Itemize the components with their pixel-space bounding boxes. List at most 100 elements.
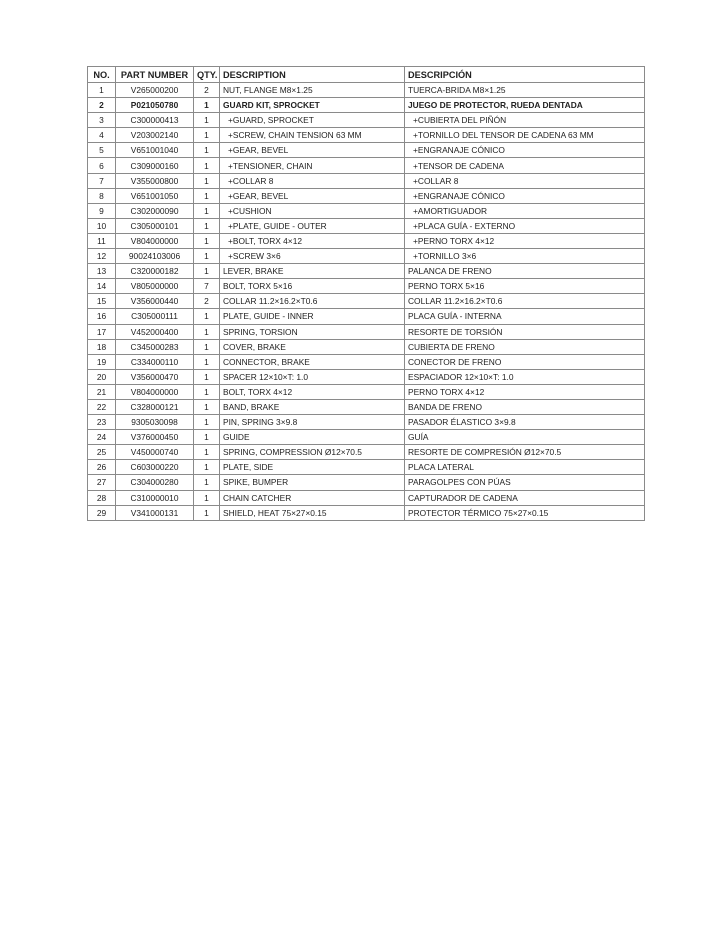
table-row: 12 90024103006 1 +SCREW 3×6 +TORNILLO 3×6 xyxy=(87,248,645,265)
cell-qty: 1 xyxy=(193,459,220,476)
table-row: 14 V805000000 7 BOLT, TORX 5×16 PERNO TORX 5… xyxy=(87,278,645,295)
table-row: 27 C304000280 1 SPIKE, BUMPER PARAGOLPES CON… xyxy=(87,474,645,491)
header-description: DESCRIPTION xyxy=(219,66,405,83)
cell-no: 3 xyxy=(87,112,116,129)
cell-qty: 1 xyxy=(193,429,220,446)
cell-qty: 1 xyxy=(193,263,220,280)
table-row: 21 V804000000 1 BOLT, TORX 4×12 PERNO TORX 4… xyxy=(87,383,645,400)
cell-no: 8 xyxy=(87,187,116,204)
cell-descripcion: COLLAR 11.2×16.2×T0.6 xyxy=(404,293,645,310)
cell-descripcion: PROTECTOR TÉRMICO 75×27×0.15 xyxy=(404,504,645,521)
cell-qty: 1 xyxy=(193,414,220,431)
header-part-number: PART NUMBER xyxy=(115,66,194,83)
cell-no: 9 xyxy=(87,202,116,219)
cell-description: BOLT, TORX 4×12 xyxy=(219,383,405,400)
cell-description: +SCREW, CHAIN TENSION 63 MM xyxy=(219,127,405,144)
cell-no: 2 xyxy=(87,97,116,114)
cell-qty: 1 xyxy=(193,172,220,189)
cell-no: 15 xyxy=(87,293,116,310)
cell-description: +GEAR, BEVEL xyxy=(219,142,405,159)
cell-qty: 1 xyxy=(193,308,220,325)
cell-descripcion: +TENSOR DE CADENA xyxy=(404,157,645,174)
cell-descripcion: +AMORTIGUADOR xyxy=(404,202,645,219)
table-row: 25 V450000740 1 SPRING, COMPRESSION Ø12×70.… xyxy=(87,444,645,461)
cell-qty: 1 xyxy=(193,202,220,219)
table-row: 6 C309000160 1 +TENSIONER, CHAIN +TENSOR DE … xyxy=(87,157,645,174)
cell-qty: 1 xyxy=(193,504,220,521)
cell-descripcion: +ENGRANAJE CÓNICO xyxy=(404,142,645,159)
cell-qty: 1 xyxy=(193,248,220,265)
cell-descripcion: PERNO TORX 4×12 xyxy=(404,383,645,400)
cell-descripcion: CUBIERTA DE FRENO xyxy=(404,338,645,355)
table-row: 16 C305000111 1 PLATE, GUIDE - INNER PLACA G… xyxy=(87,308,645,325)
cell-part-number: V355000800 xyxy=(115,172,194,189)
cell-descripcion: CAPTURADOR DE CADENA xyxy=(404,489,645,506)
cell-descripcion: PASADOR ÉLASTICO 3×9.8 xyxy=(404,414,645,431)
cell-description: LEVER, BRAKE xyxy=(219,263,405,280)
cell-descripcion: +COLLAR 8 xyxy=(404,172,645,189)
cell-qty: 7 xyxy=(193,278,220,295)
header-descripcion: DESCRIPCIÓN xyxy=(404,66,645,83)
cell-part-number: C320000182 xyxy=(115,263,194,280)
table-body: 1 V265000200 2 NUT, FLANGE M8×1.25 TUERCA-BR… xyxy=(87,81,645,521)
cell-part-number: C310000010 xyxy=(115,489,194,506)
cell-qty: 1 xyxy=(193,232,220,250)
cell-descripcion: TUERCA-BRIDA M8×1.25 xyxy=(404,81,645,99)
cell-description: BOLT, TORX 5×16 xyxy=(219,278,405,295)
cell-descripcion: +PERNO TORX 4×12 xyxy=(404,232,645,250)
table-row: 20 V356000470 1 SPACER 12×10×T: 1.0 ESPACIAD… xyxy=(87,368,645,385)
cell-no: 19 xyxy=(87,353,116,370)
cell-description: SPIKE, BUMPER xyxy=(219,474,405,491)
cell-description: +CUSHION xyxy=(219,202,405,219)
cell-descripcion: PARAGOLPES CON PÚAS xyxy=(404,474,645,491)
cell-no: 22 xyxy=(87,398,116,416)
cell-qty: 1 xyxy=(193,474,220,491)
table-row: 15 V356000440 2 COLLAR 11.2×16.2×T0.6 COLLAR… xyxy=(87,293,645,310)
cell-part-number: C603000220 xyxy=(115,459,194,476)
cell-no: 21 xyxy=(87,383,116,400)
cell-qty: 1 xyxy=(193,338,220,355)
cell-qty: 1 xyxy=(193,444,220,461)
cell-description: SHIELD, HEAT 75×27×0.15 xyxy=(219,504,405,521)
cell-part-number: V356000440 xyxy=(115,293,194,310)
cell-part-number: C334000110 xyxy=(115,353,194,370)
cell-descripcion: +TORNILLO 3×6 xyxy=(404,248,645,265)
header-row: NO. PART NUMBER QTY. DESCRIPTION DESCRIP… xyxy=(87,66,645,83)
parts-table: NO. PART NUMBER QTY. DESCRIPTION DESCRIP… xyxy=(87,66,645,521)
cell-qty: 1 xyxy=(193,489,220,506)
cell-part-number: V341000131 xyxy=(115,504,194,521)
cell-descripcion: GUÍA xyxy=(404,429,645,446)
cell-no: 29 xyxy=(87,504,116,521)
cell-part-number: V203002140 xyxy=(115,127,194,144)
cell-description: +BOLT, TORX 4×12 xyxy=(219,232,405,250)
cell-part-number: V651001050 xyxy=(115,187,194,204)
table-row: 26 C603000220 1 PLATE, SIDE PLACA LATERAL xyxy=(87,459,645,476)
table-row: 13 C320000182 1 LEVER, BRAKE PALANCA DE FREN… xyxy=(87,263,645,280)
cell-qty: 1 xyxy=(193,398,220,416)
table-row: 9 C302000090 1 +CUSHION +AMORTIGUADOR xyxy=(87,202,645,219)
cell-no: 16 xyxy=(87,308,116,325)
cell-descripcion: +TORNILLO DEL TENSOR DE CADENA 63 MM xyxy=(404,127,645,144)
cell-part-number: V356000470 xyxy=(115,368,194,385)
cell-descripcion: PERNO TORX 5×16 xyxy=(404,278,645,295)
header-qty: QTY. xyxy=(193,66,220,83)
cell-no: 6 xyxy=(87,157,116,174)
cell-part-number: C305000111 xyxy=(115,308,194,325)
cell-description: NUT, FLANGE M8×1.25 xyxy=(219,81,405,99)
cell-part-number: V804000000 xyxy=(115,232,194,250)
cell-no: 1 xyxy=(87,81,116,99)
header-no: NO. xyxy=(87,66,116,83)
cell-descripcion: CONECTOR DE FRENO xyxy=(404,353,645,370)
cell-no: 13 xyxy=(87,263,116,280)
cell-qty: 1 xyxy=(193,353,220,370)
cell-no: 17 xyxy=(87,323,116,340)
cell-qty: 1 xyxy=(193,368,220,385)
table-row: 29 V341000131 1 SHIELD, HEAT 75×27×0.15 PROT… xyxy=(87,504,645,521)
cell-no: 12 xyxy=(87,248,116,265)
table-row: 22 C328000121 1 BAND, BRAKE BANDA DE FRENO xyxy=(87,398,645,416)
cell-description: PLATE, GUIDE - INNER xyxy=(219,308,405,325)
cell-description: BAND, BRAKE xyxy=(219,398,405,416)
table-row: 23 9305030098 1 PIN, SPRING 3×9.8 PASADOR ÉL… xyxy=(87,414,645,431)
cell-part-number: C300000413 xyxy=(115,112,194,129)
cell-qty: 1 xyxy=(193,97,220,114)
